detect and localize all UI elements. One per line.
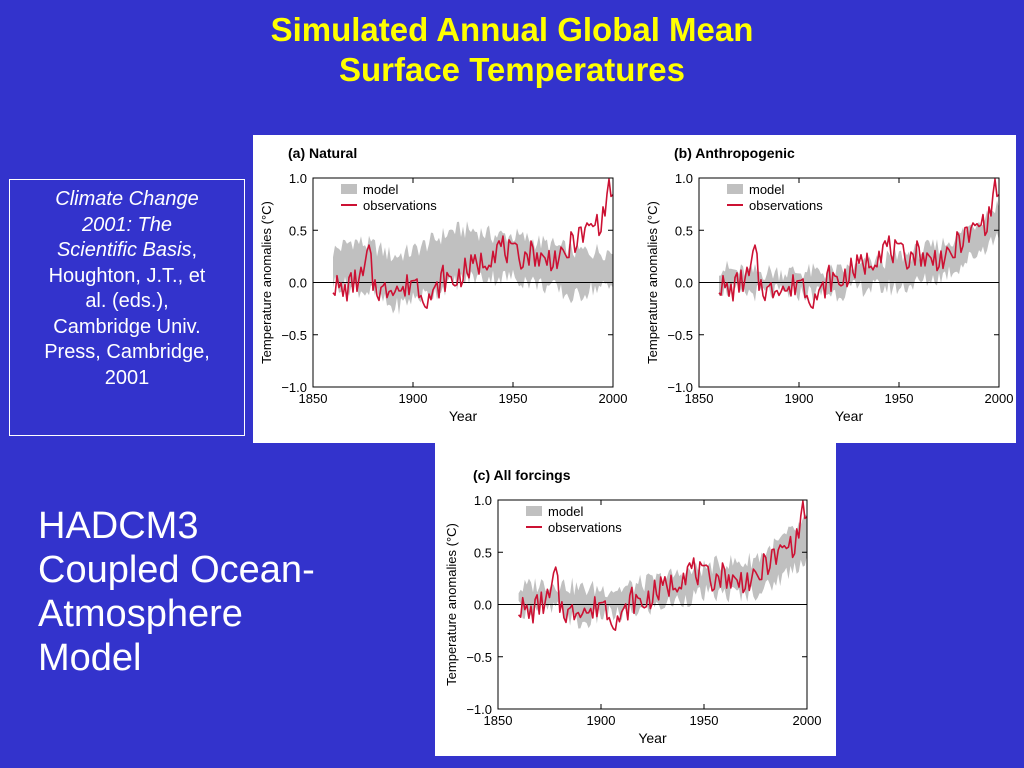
y-tick-label-3: 0.5: [675, 223, 693, 238]
legend-model-label: model: [749, 182, 785, 197]
slide-title-line-1: Simulated Annual Global Mean: [270, 11, 754, 48]
legend-obs-label: observations: [749, 198, 823, 213]
figure-panel-ab: 1850 1900 1950 2000 −1.0 −0.5 0.0 0.5 1.0 Year Tem…: [253, 135, 1016, 443]
citation-line-1: Climate Change: [55, 188, 199, 210]
citation-line-7: Press, Cambridge,: [44, 341, 210, 363]
x-tick-label-1900: 1900: [399, 391, 428, 406]
legend-obs-label: observations: [363, 198, 437, 213]
citation-line-6: Cambridge Univ.: [53, 315, 201, 338]
x-tick-label-1850: 1850: [484, 713, 513, 728]
chart-c: 1850 1900 1950 2000 −1.0 −0.5 0.0 0.5 1.0 Year Tem…: [444, 467, 821, 746]
y-axis-label: Temperature anomalies (°C): [259, 201, 274, 364]
y-tick-label-1: −0.5: [281, 328, 307, 343]
y-tick-label-0: −1.0: [667, 380, 693, 395]
y-axis-label: Temperature anomalies (°C): [444, 523, 459, 686]
legend-model-swatch: [341, 184, 357, 194]
legend-model-swatch: [526, 506, 542, 516]
y-tick-label-2: 0.0: [289, 276, 307, 291]
x-tick-label-1900: 1900: [785, 391, 814, 406]
y-tick-label-0: −1.0: [466, 702, 492, 717]
y-tick-label-3: 0.5: [474, 545, 492, 560]
citation-line-2: 2001: The: [81, 213, 173, 236]
figure-panel-c: 1850 1900 1950 2000 −1.0 −0.5 0.0 0.5 1.0 Year Tem…: [435, 443, 836, 756]
x-tick-label-2000: 2000: [985, 391, 1014, 406]
x-tick-label-1950: 1950: [690, 713, 719, 728]
citation-line-3: Scientific Basis,: [16, 238, 238, 264]
observations-line: [332, 178, 614, 309]
chart-c-svg: 1850 1900 1950 2000 −1.0 −0.5 0.0 0.5 1.0 Year Tem…: [444, 467, 821, 746]
y-axis-label: Temperature anomalies (°C): [645, 201, 660, 364]
charts-ab-svg: 1850 1900 1950 2000 −1.0 −0.5 0.0 0.5 1.0 Year Tem…: [259, 145, 1013, 424]
model-band: [333, 221, 613, 315]
slide-title-line-2: Surface Temperatures: [338, 51, 686, 88]
citation-line-4: Houghton, J.T., et: [48, 264, 206, 287]
x-axis-label: Year: [638, 730, 667, 746]
citation-book-title-end: Scientific Basis: [56, 239, 192, 261]
legend-model-label: model: [548, 504, 584, 519]
citation-line-8: 2001: [104, 366, 150, 389]
legend-obs-label: observations: [548, 520, 622, 535]
x-tick-label-1900: 1900: [587, 713, 616, 728]
citation-line-5: al. (eds.),: [85, 290, 169, 312]
y-tick-label-1: −0.5: [667, 328, 693, 343]
x-tick-label-1950: 1950: [499, 391, 528, 406]
chart-title: (b) Anthropogenic: [674, 145, 795, 161]
chart-a: 1850 1900 1950 2000 −1.0 −0.5 0.0 0.5 1.0 Year Tem…: [259, 145, 627, 424]
model-label: HADCM3 Coupled Ocean- Atmosphere Model: [38, 504, 408, 680]
legend-model-label: model: [363, 182, 399, 197]
y-tick-label-4: 1.0: [474, 493, 492, 508]
observations-line: [718, 178, 1000, 309]
slide-title: Simulated Annual Global Mean Surface Tem…: [0, 10, 1024, 90]
chart-title: (c) All forcings: [473, 467, 571, 483]
y-tick-label-0: −1.0: [281, 380, 307, 395]
model-band: [518, 514, 807, 629]
x-tick-label-2000: 2000: [793, 713, 822, 728]
x-axis-label: Year: [449, 408, 478, 424]
legend-model-swatch: [727, 184, 743, 194]
model-label-line-4: Model: [38, 637, 142, 679]
observations-line: [517, 500, 808, 631]
citation-box: Climate Change 2001: The Scientific Basi…: [9, 179, 245, 436]
chart-b: 1850 1900 1950 2000 −1.0 −0.5 0.0 0.5 1.0 Year Tem…: [645, 145, 1013, 424]
y-tick-label-1: −0.5: [466, 650, 492, 665]
y-tick-label-3: 0.5: [289, 223, 307, 238]
model-label-line-2: Coupled Ocean-: [38, 549, 315, 591]
model-label-line-1: HADCM3: [38, 505, 199, 547]
model-band: [719, 200, 999, 302]
y-tick-label-2: 0.0: [474, 598, 492, 613]
chart-title: (a) Natural: [288, 145, 357, 161]
x-tick-label-1850: 1850: [685, 391, 714, 406]
y-tick-label-4: 1.0: [289, 171, 307, 186]
x-tick-label-1850: 1850: [299, 391, 328, 406]
x-tick-label-1950: 1950: [885, 391, 914, 406]
y-tick-label-2: 0.0: [675, 276, 693, 291]
citation-comma: ,: [191, 239, 198, 261]
x-axis-label: Year: [835, 408, 864, 424]
x-tick-label-2000: 2000: [599, 391, 628, 406]
y-tick-label-4: 1.0: [675, 171, 693, 186]
model-label-line-3: Atmosphere: [38, 593, 243, 635]
